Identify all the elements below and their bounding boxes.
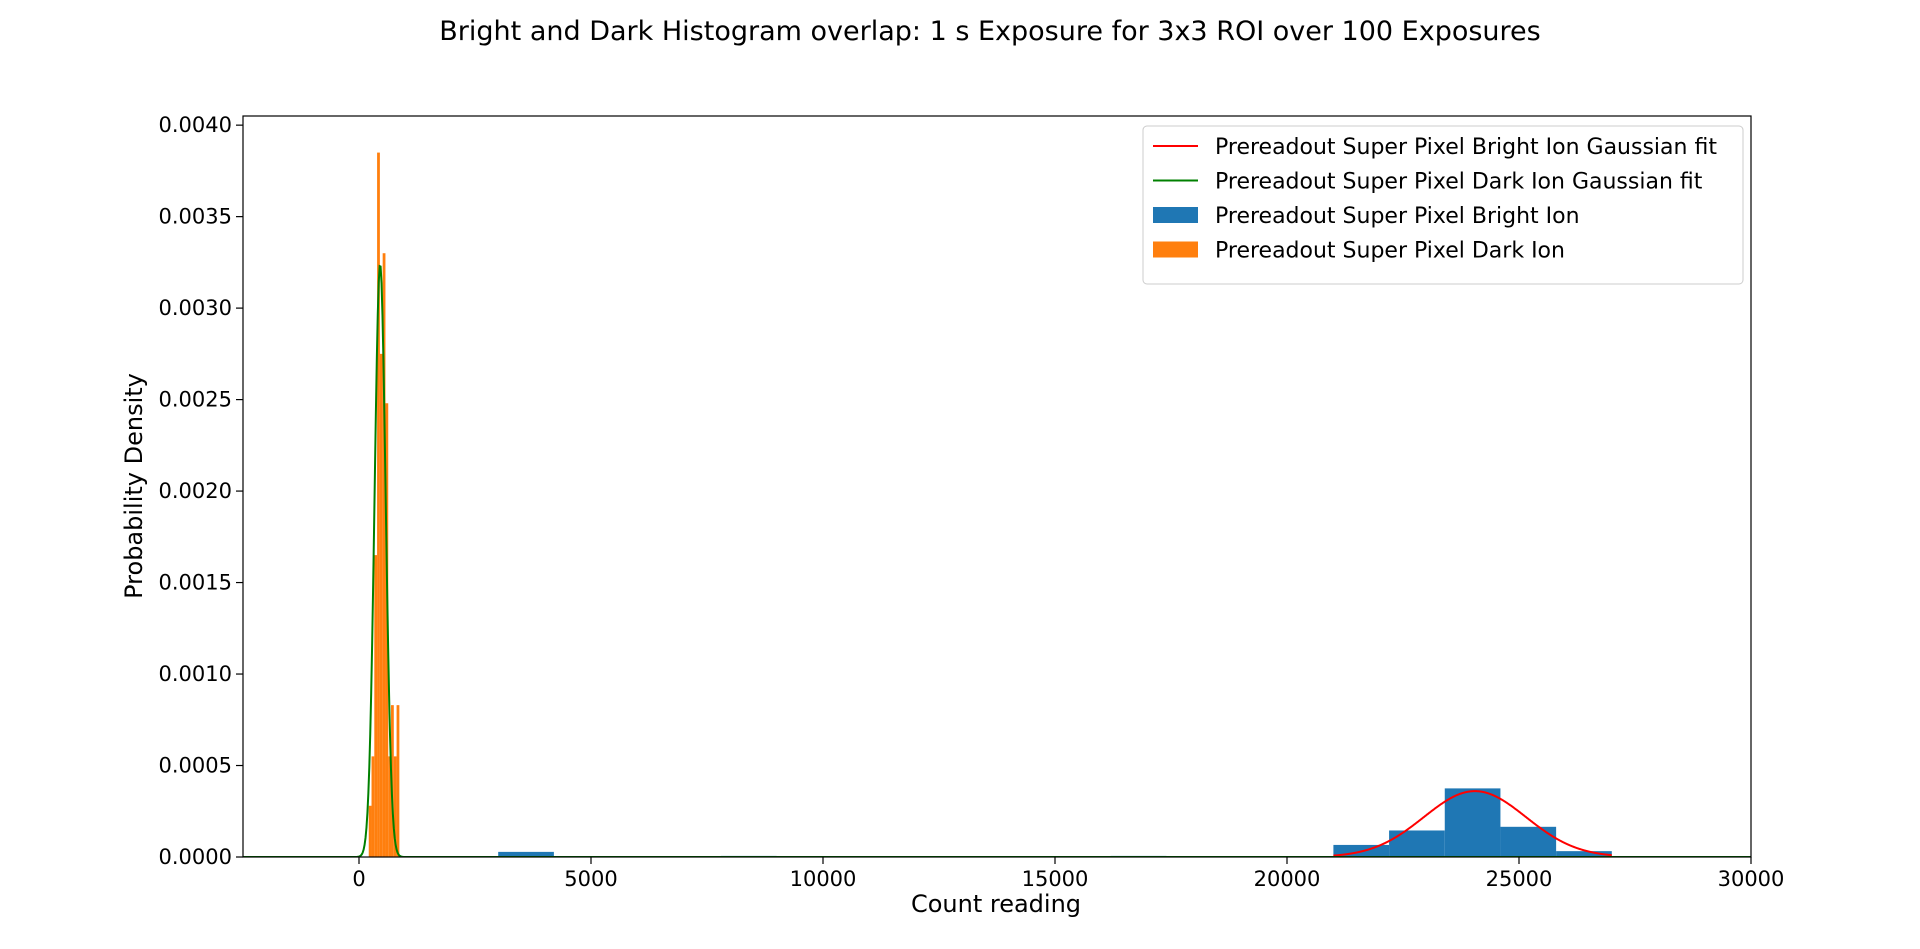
x-axis-label: Count reading	[911, 890, 1081, 918]
x-tick-label: 5000	[564, 867, 617, 891]
legend-patch-swatch	[1153, 207, 1198, 223]
histogram-bar	[1556, 851, 1612, 857]
y-tick-label: 0.0030	[159, 296, 232, 320]
legend-entry: Prereadout Super Pixel Bright Ion	[1153, 204, 1580, 229]
x-tick-label: 20000	[1254, 867, 1321, 891]
histogram-bar	[371, 756, 375, 857]
y-tick-label: 0.0040	[159, 113, 232, 137]
x-tick-label: 0	[352, 867, 365, 891]
histogram-bar	[382, 253, 386, 857]
histogram-bar	[1500, 826, 1557, 857]
histogram-bar	[1444, 788, 1501, 857]
gaussian-fit-line-1	[243, 264, 1751, 857]
gaussian-fit-line-0	[1333, 790, 1612, 857]
y-tick-label: 0.0005	[159, 754, 232, 778]
histogram-bar	[374, 555, 378, 857]
histogram-bar	[396, 705, 400, 857]
legend-label: Prereadout Super Pixel Dark Ion Gaussian…	[1215, 170, 1703, 195]
x-tick-label: 30000	[1718, 867, 1785, 891]
y-tick-label: 0.0015	[159, 571, 232, 595]
legend-label: Prereadout Super Pixel Bright Ion Gaussi…	[1215, 135, 1717, 160]
legend-patch-swatch	[1153, 241, 1198, 258]
legend-box	[1142, 125, 1744, 285]
chart-title: Bright and Dark Histogram overlap: 1 s E…	[439, 16, 1540, 47]
histogram-bar	[377, 152, 380, 857]
y-axis-label: Probability Density	[120, 373, 148, 599]
legend-label: Prereadout Super Pixel Bright Ion	[1215, 204, 1580, 229]
legend-entry: Prereadout Super Pixel Dark Ion Gaussian…	[1153, 170, 1703, 195]
y-tick-label: 0.0025	[159, 388, 232, 412]
histogram-series-0	[498, 788, 1612, 857]
histogram-series-1	[368, 152, 400, 857]
y-tick-label: 0.0010	[159, 662, 232, 686]
legend-entry: Prereadout Super Pixel Bright Ion Gaussi…	[1153, 135, 1717, 160]
x-tick-label: 15000	[1022, 867, 1089, 891]
plot-area	[243, 152, 1751, 857]
histogram-bar	[393, 756, 397, 857]
legend-label: Prereadout Super Pixel Dark Ion	[1215, 239, 1565, 264]
x-tick-label: 10000	[790, 867, 857, 891]
histogram-bar	[379, 353, 383, 857]
y-tick-label: 0.0035	[159, 205, 232, 229]
histogram-bar	[1389, 830, 1445, 857]
legend-entry: Prereadout Super Pixel Dark Ion	[1153, 239, 1565, 264]
y-tick-label: 0.0000	[159, 845, 232, 869]
histogram-bar	[498, 851, 554, 857]
y-tick-label: 0.0020	[159, 479, 232, 503]
histogram-bar	[388, 756, 392, 857]
x-tick-label: 25000	[1486, 867, 1553, 891]
histogram-bar	[368, 805, 372, 857]
axes: 0 5000 10000 15000 20000 25000 30000 0.0000 0.00…	[159, 113, 1785, 891]
legend: Prereadout Super Pixel Bright Ion Gaussi…	[1142, 125, 1744, 285]
plot-frame	[242, 115, 1752, 858]
